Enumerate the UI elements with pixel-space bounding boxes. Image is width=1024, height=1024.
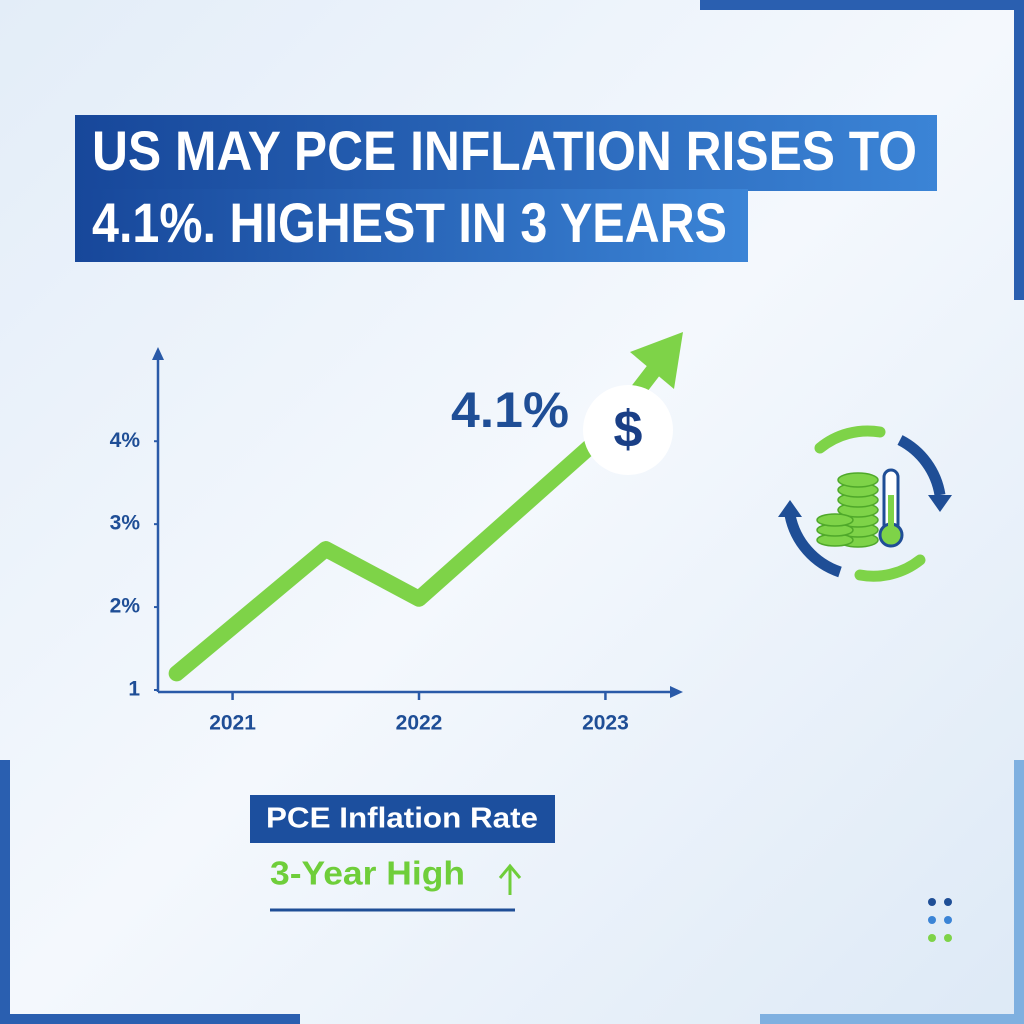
badge-symbol: $	[614, 401, 643, 459]
inflation-icon	[778, 425, 952, 582]
icon-arc	[784, 513, 842, 578]
trend-arrowhead	[630, 332, 683, 389]
thermometer-level	[888, 495, 894, 530]
y-tick-label: 4%	[110, 429, 141, 452]
note: 3-Year High	[270, 855, 465, 892]
x-tick-label: 2023	[582, 712, 629, 735]
icon-arrowhead	[778, 500, 802, 517]
axis-arrow	[152, 347, 164, 360]
title-banner	[75, 115, 937, 191]
chart: 2023 2022 2021 4% 3% 2% 1	[110, 332, 683, 735]
x-tick-label: 2021	[209, 712, 256, 735]
icon-arc	[854, 554, 926, 582]
y-tick-label: 3%	[110, 512, 141, 535]
axis-arrow	[670, 686, 683, 698]
y-tick-label: 2%	[110, 595, 141, 618]
icon-arc	[814, 425, 886, 454]
title-banner	[75, 189, 748, 262]
legend-box	[250, 795, 555, 843]
legend-label: PCE Inflation Rate	[266, 803, 538, 835]
up-arrow	[498, 863, 522, 895]
x-tick-label: 2022	[396, 712, 443, 735]
icon-arrowhead	[928, 495, 952, 512]
icon-arc	[897, 435, 946, 497]
data-line	[168, 424, 614, 682]
peak-label: 4.1%	[451, 382, 569, 438]
title-line: 4.1%. HIGHEST IN 3 YEARS	[92, 191, 727, 254]
y-tick-label: 1	[128, 678, 140, 701]
badge	[583, 385, 673, 475]
title-line: US MAY PCE INFLATION RISES TO	[92, 119, 917, 182]
dots	[928, 898, 952, 942]
